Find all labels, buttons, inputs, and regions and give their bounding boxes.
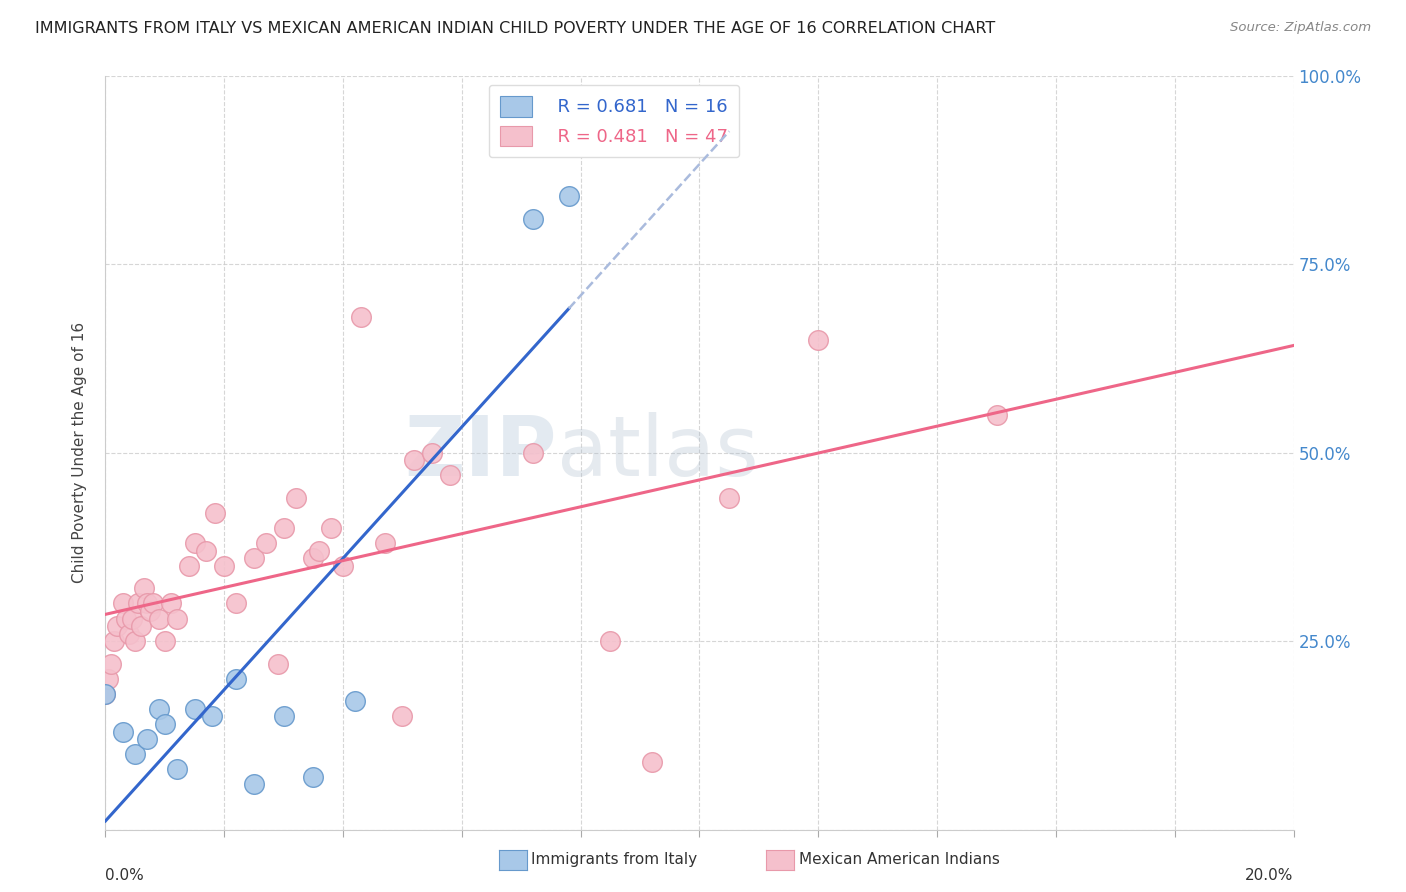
Point	[404, 453, 426, 467]
Point	[439, 468, 461, 483]
Point	[273, 709, 295, 723]
Point	[124, 747, 146, 761]
Y-axis label: Child Poverty Under the Age of 16: Child Poverty Under the Age of 16	[72, 322, 87, 583]
Point	[127, 596, 149, 610]
Point	[183, 536, 205, 550]
Point	[129, 619, 152, 633]
Point	[343, 694, 366, 708]
Point	[148, 611, 170, 625]
Point	[273, 521, 295, 535]
Point	[204, 506, 226, 520]
Point	[115, 611, 138, 625]
Point	[267, 657, 290, 671]
Point	[124, 634, 146, 648]
Point	[139, 604, 162, 618]
Point	[112, 724, 135, 739]
Text: Source: ZipAtlas.com: Source: ZipAtlas.com	[1230, 21, 1371, 35]
Text: ZIP: ZIP	[405, 412, 557, 493]
Point	[225, 672, 247, 686]
Point	[153, 634, 176, 648]
Point	[118, 626, 141, 640]
Point	[94, 687, 117, 701]
Point	[254, 536, 277, 550]
Point	[195, 543, 218, 558]
Point	[159, 596, 181, 610]
Point	[391, 709, 413, 723]
Point	[136, 596, 159, 610]
Point	[214, 558, 236, 573]
Legend:   R = 0.681   N = 16,   R = 0.481   N = 47: R = 0.681 N = 16, R = 0.481 N = 47	[489, 85, 740, 157]
Point	[599, 634, 621, 648]
Point	[350, 310, 373, 324]
Text: Immigrants from Italy: Immigrants from Italy	[531, 853, 697, 867]
Point	[308, 543, 330, 558]
Point	[142, 596, 165, 610]
Point	[420, 445, 443, 460]
Point	[166, 762, 188, 776]
Point	[807, 333, 830, 347]
Point	[166, 611, 188, 625]
Point	[522, 445, 544, 460]
Point	[302, 551, 325, 566]
Point	[522, 212, 544, 227]
Point	[100, 657, 122, 671]
Point	[105, 619, 128, 633]
Point	[121, 611, 143, 625]
Point	[97, 672, 120, 686]
Point	[148, 702, 170, 716]
Point	[986, 408, 1008, 422]
Point	[332, 558, 354, 573]
Text: 0.0%: 0.0%	[105, 869, 145, 883]
Point	[374, 536, 396, 550]
Point	[153, 717, 176, 731]
Point	[103, 634, 125, 648]
Point	[177, 558, 200, 573]
Point	[321, 521, 343, 535]
Point	[558, 189, 581, 203]
Point	[302, 770, 325, 784]
Point	[94, 687, 117, 701]
Point	[284, 491, 307, 505]
Point	[136, 732, 159, 747]
Point	[243, 777, 266, 791]
Point	[718, 491, 741, 505]
Text: Mexican American Indians: Mexican American Indians	[799, 853, 1000, 867]
Point	[225, 596, 247, 610]
Point	[243, 551, 266, 566]
Point	[201, 709, 224, 723]
Point	[183, 702, 205, 716]
Point	[641, 755, 664, 769]
Text: IMMIGRANTS FROM ITALY VS MEXICAN AMERICAN INDIAN CHILD POVERTY UNDER THE AGE OF : IMMIGRANTS FROM ITALY VS MEXICAN AMERICA…	[35, 21, 995, 37]
Point	[112, 596, 135, 610]
Text: 20.0%: 20.0%	[1246, 869, 1294, 883]
Point	[132, 582, 155, 596]
Text: atlas: atlas	[557, 412, 759, 493]
